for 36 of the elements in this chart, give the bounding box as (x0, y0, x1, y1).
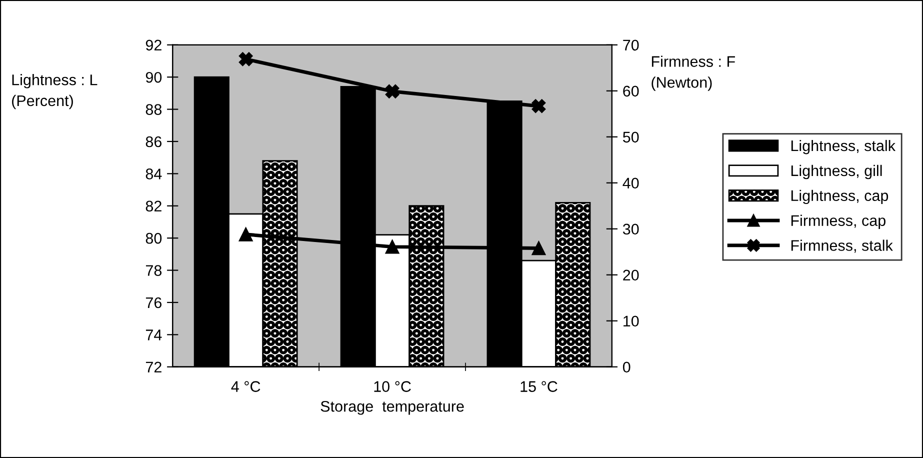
y2-tick-label: 60 (623, 86, 639, 97)
y-tick-label: 86 (146, 136, 162, 148)
y2-tick-label: 20 (623, 270, 639, 281)
y-tick-label: 90 (146, 72, 162, 83)
y-tick-label: 92 (146, 40, 162, 51)
y2-tick-label: 0 (622, 362, 630, 373)
legend-label: Lightness, gill (791, 164, 882, 180)
point (238, 227, 253, 242)
y2-tick-label: 50 (622, 132, 639, 143)
x-tick-label: 4 °C (231, 381, 260, 392)
y2-tick-label: 70 (623, 40, 639, 51)
y-tick-label: 76 (146, 297, 162, 308)
y-tick-label: 72 (146, 362, 162, 372)
y-tick-label: 78 (146, 265, 162, 276)
point (238, 52, 253, 66)
y-axis-title: Lightness : L (Percent) (12, 74, 98, 110)
point (532, 241, 546, 256)
x-tick-label: 10 °C (374, 381, 411, 392)
y-tick-label: 88 (146, 104, 162, 115)
y-tick-label: 84 (146, 168, 162, 180)
legend-label: Lightness, stalk (791, 140, 896, 154)
point (385, 240, 400, 254)
point (532, 99, 546, 114)
legend-label: Lightness, cap (791, 190, 888, 204)
point (385, 84, 400, 98)
y-tick-label: 74 (146, 330, 162, 340)
y2-axis-title: Firmness : F (Newton) (652, 56, 735, 91)
legend-label: Firmness, cap (791, 214, 886, 229)
x-tick-label: 15 °C (520, 381, 558, 392)
x-axis-title: Storage temperature (320, 400, 464, 415)
legend-label: Firmness, stalk (791, 240, 893, 253)
y-tick-label: 80 (146, 232, 162, 244)
y2-tick-label: 30 (622, 224, 639, 235)
y-tick-label: 82 (146, 200, 162, 212)
y2-tick-label: 10 (624, 316, 639, 327)
y2-tick-label: 40 (622, 178, 639, 189)
